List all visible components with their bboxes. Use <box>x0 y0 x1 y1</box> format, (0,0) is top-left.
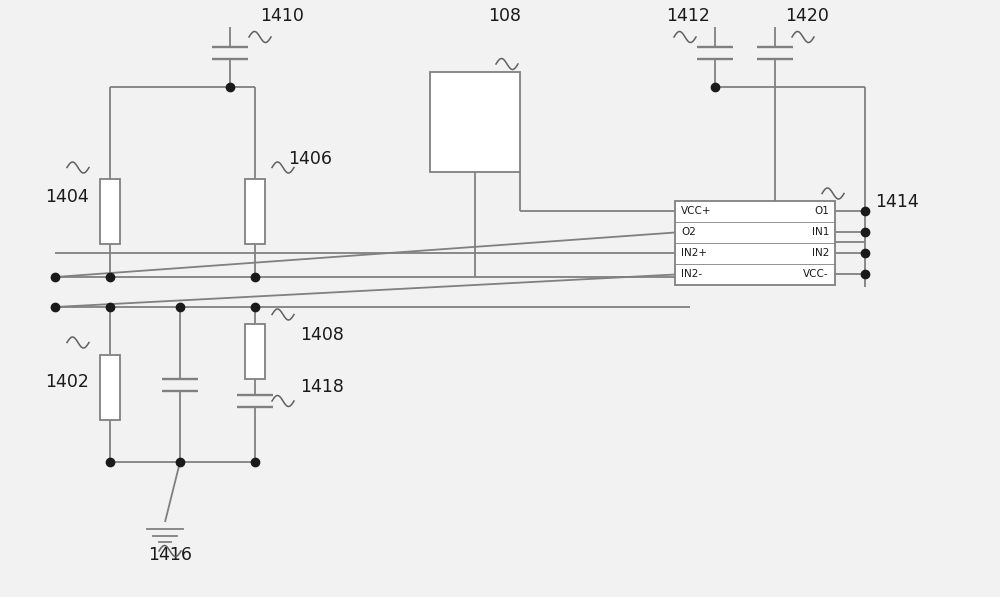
Text: IN1: IN1 <box>812 227 829 238</box>
Bar <box>100 180 120 245</box>
Text: 1408: 1408 <box>300 326 344 344</box>
Text: 1416: 1416 <box>148 546 192 564</box>
Text: 1418: 1418 <box>300 378 344 396</box>
Text: 1414: 1414 <box>875 193 919 211</box>
Text: 108: 108 <box>488 7 522 25</box>
Text: IN2+: IN2+ <box>681 248 707 259</box>
Text: VCC-: VCC- <box>803 269 829 279</box>
Text: 1406: 1406 <box>288 150 332 168</box>
Bar <box>100 355 120 420</box>
Bar <box>245 180 265 245</box>
Text: 1402: 1402 <box>45 373 89 391</box>
Bar <box>245 325 265 380</box>
Text: O2: O2 <box>681 227 696 238</box>
Text: 1420: 1420 <box>785 7 829 25</box>
Text: 1412: 1412 <box>666 7 710 25</box>
Text: 1410: 1410 <box>260 7 304 25</box>
Text: 1404: 1404 <box>45 188 89 206</box>
Bar <box>430 72 520 172</box>
Text: O1: O1 <box>814 207 829 217</box>
Text: VCC+: VCC+ <box>681 207 712 217</box>
Text: IN2: IN2 <box>812 248 829 259</box>
Text: IN2-: IN2- <box>681 269 702 279</box>
Bar <box>675 201 835 285</box>
